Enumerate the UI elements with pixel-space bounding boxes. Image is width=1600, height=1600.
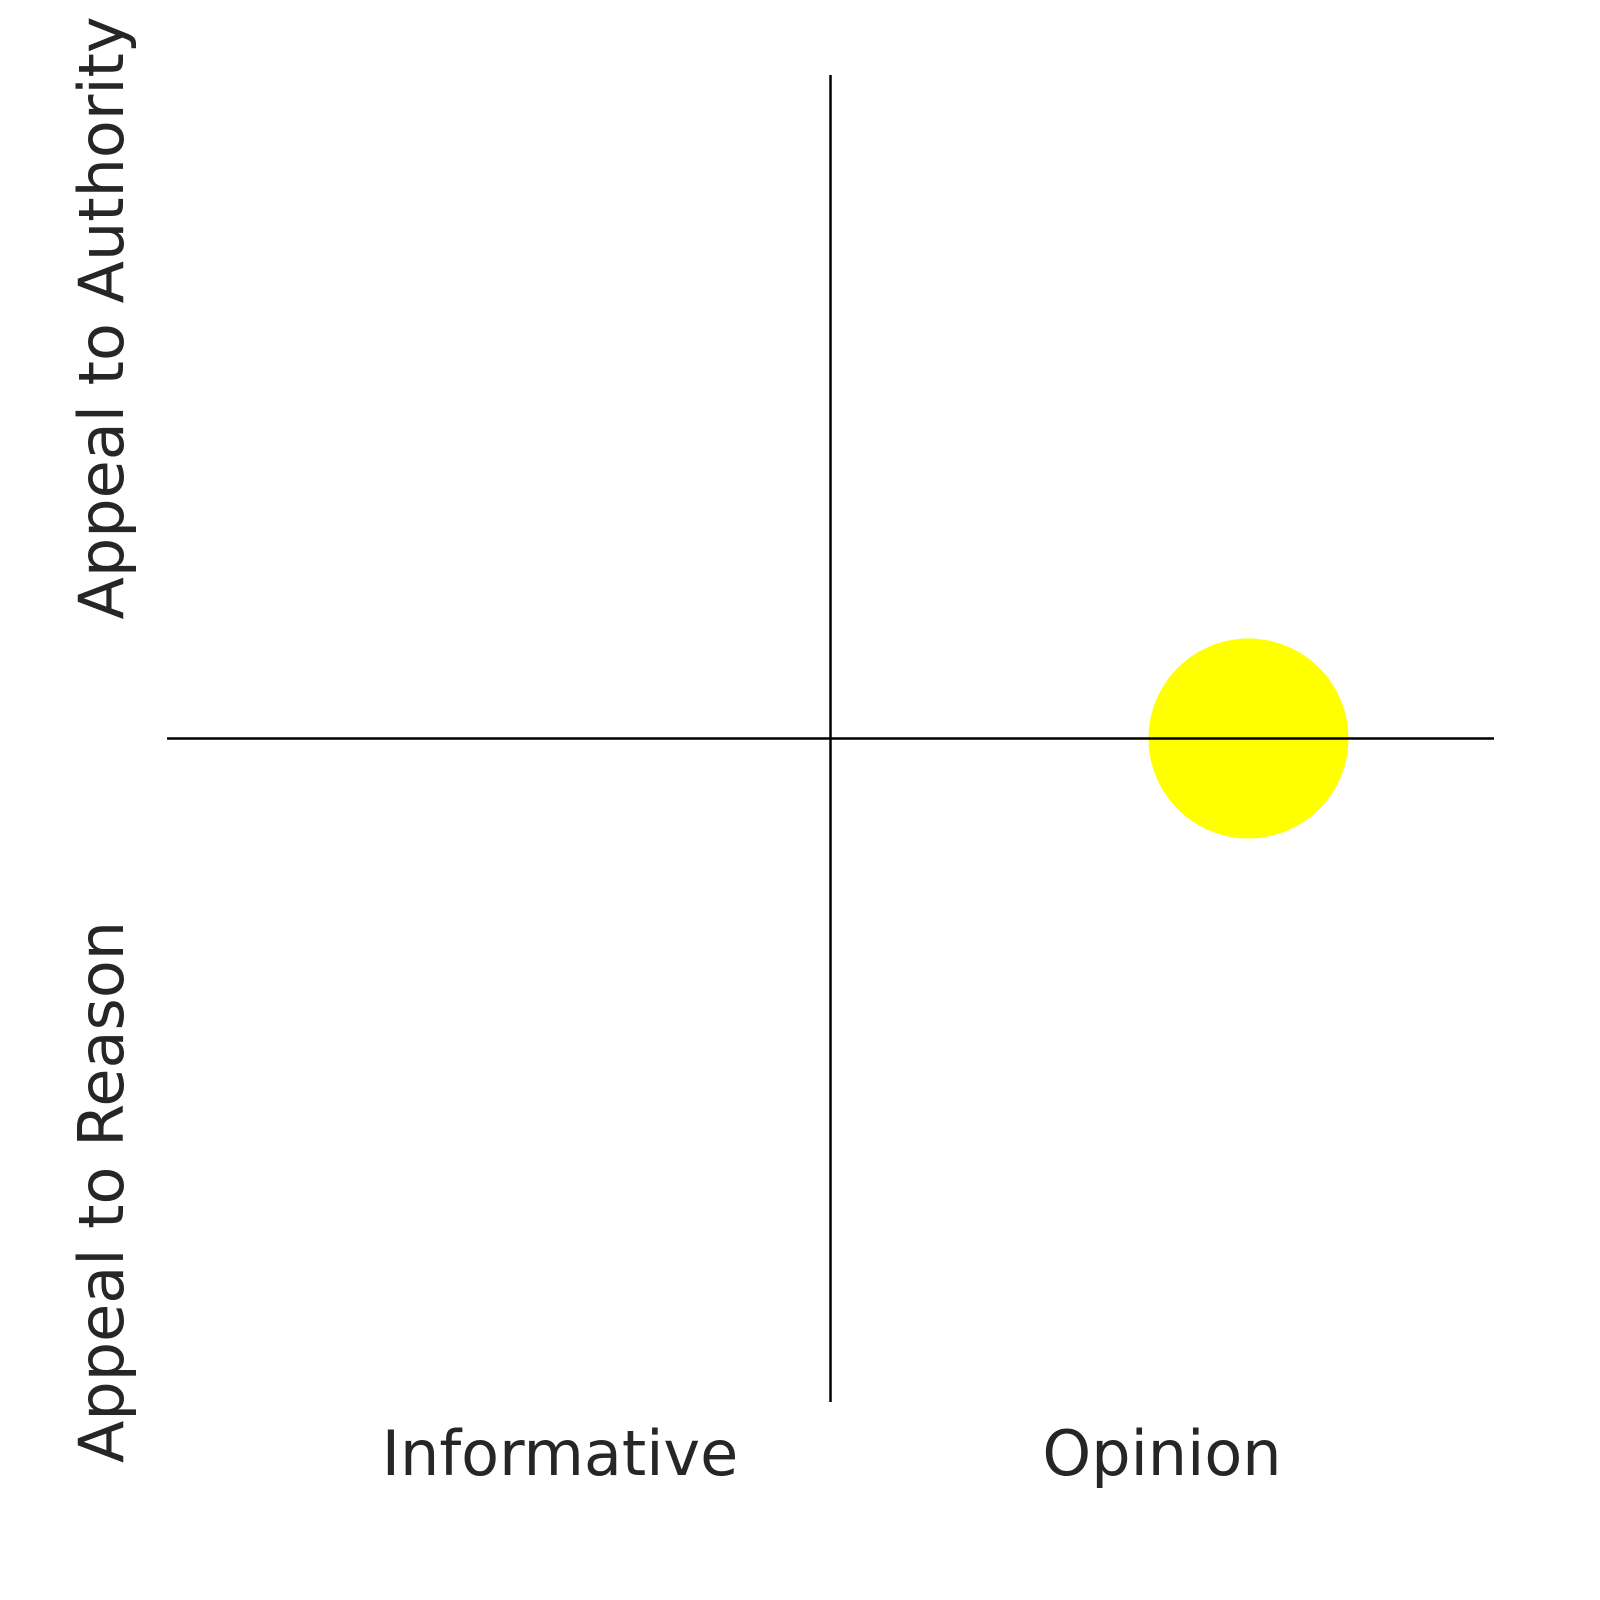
- x-quadrant-label: Informative: [382, 1417, 739, 1490]
- x-quadrant-label: Opinion: [1042, 1417, 1281, 1490]
- y-quadrant-label: Appeal to Authority: [65, 16, 138, 619]
- y-quadrant-label: Appeal to Reason: [65, 921, 138, 1463]
